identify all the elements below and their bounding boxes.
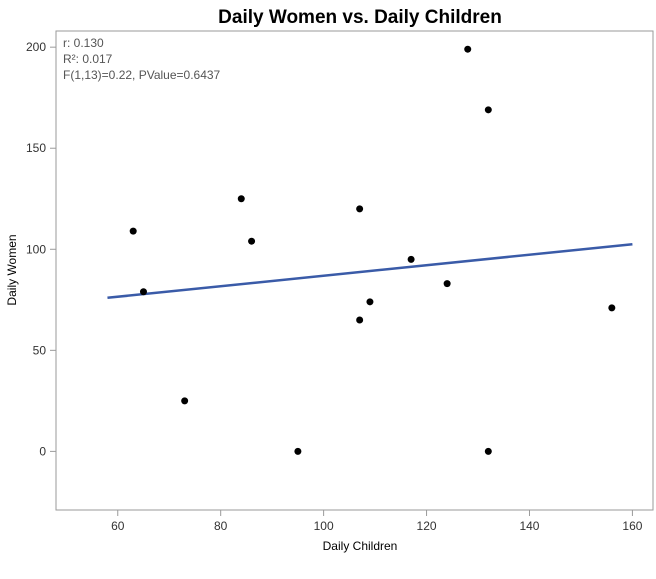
- data-point: [248, 237, 256, 245]
- data-point: [484, 447, 492, 455]
- points-layer: [129, 45, 616, 455]
- data-point: [237, 195, 245, 203]
- data-point: [366, 298, 374, 306]
- fit-statistics: r: 0.130 R²: 0.017 F(1,13)=0.22, PValue=…: [63, 36, 221, 82]
- y-axis-label: Daily Women: [5, 234, 19, 305]
- x-tick-label: 120: [417, 519, 437, 533]
- x-tick-label: 80: [214, 519, 228, 533]
- data-point: [139, 288, 147, 296]
- data-point: [181, 397, 189, 405]
- y-tick-label: 50: [33, 343, 47, 357]
- data-point: [407, 255, 415, 263]
- data-point: [464, 45, 472, 53]
- data-point: [608, 304, 616, 312]
- x-tick-label: 60: [111, 519, 125, 533]
- data-point: [443, 280, 451, 288]
- stat-r-squared: R²: 0.017: [63, 52, 113, 66]
- regression-line-layer: [107, 242, 633, 300]
- regression-line: [107, 242, 633, 300]
- y-tick-label: 150: [26, 141, 46, 155]
- y-axis: 0 50 100 150 200: [26, 40, 56, 458]
- x-tick-label: 160: [622, 519, 642, 533]
- x-tick-label: 100: [314, 519, 334, 533]
- x-axis: 60 80 100 120 140 160: [111, 510, 643, 533]
- data-point: [356, 205, 364, 213]
- data-point: [129, 227, 137, 235]
- y-tick-label: 200: [26, 40, 46, 54]
- data-point: [484, 106, 492, 114]
- y-tick-label: 100: [26, 242, 46, 256]
- y-tick-label: 0: [39, 444, 46, 458]
- chart-title: Daily Women vs. Daily Children: [218, 7, 502, 28]
- stat-r: r: 0.130: [63, 36, 104, 50]
- plot-frame: [55, 30, 654, 511]
- x-axis-label: Daily Children: [323, 539, 398, 553]
- data-point: [356, 316, 364, 324]
- stat-f-test: F(1,13)=0.22, PValue=0.6437: [63, 68, 221, 82]
- data-point: [294, 447, 302, 455]
- x-tick-label: 140: [519, 519, 539, 533]
